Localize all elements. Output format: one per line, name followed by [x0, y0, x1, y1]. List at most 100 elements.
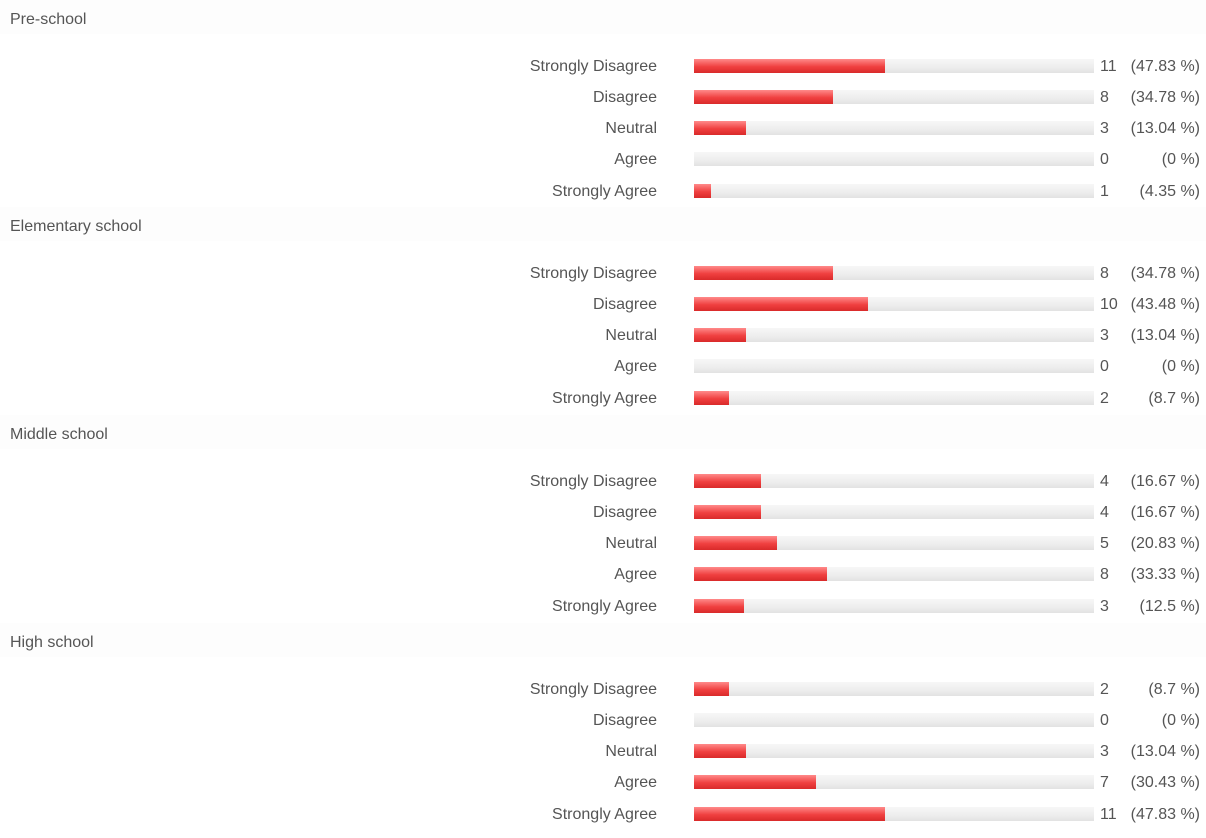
chart-row: Strongly Agree 1 (4.35 %) [0, 181, 1206, 203]
bar [694, 505, 761, 519]
category-label: Neutral [605, 120, 657, 137]
bar-track [694, 297, 1094, 311]
bar [694, 775, 816, 789]
bar-track [694, 744, 1094, 758]
count-label: 3 [1100, 743, 1109, 760]
category-label: Neutral [605, 743, 657, 760]
bar [694, 184, 712, 198]
count-label: 4 [1100, 473, 1109, 490]
category-label: Neutral [605, 327, 657, 344]
chart-row: Agree 0 (0 %) [0, 356, 1206, 378]
percent-label: (33.33 %) [1130, 566, 1200, 583]
bar-track [694, 59, 1094, 73]
count-label: 2 [1100, 681, 1109, 698]
percent-label: (47.83 %) [1130, 806, 1200, 823]
count-label: 3 [1100, 120, 1109, 137]
category-label: Strongly Agree [552, 183, 657, 200]
percent-label: (13.04 %) [1130, 327, 1200, 344]
percent-label: (20.83 %) [1130, 535, 1200, 552]
chart-row: Strongly Agree 3 (12.5 %) [0, 596, 1206, 618]
bar [694, 536, 778, 550]
count-label: 0 [1100, 151, 1109, 168]
group-title: High school [0, 623, 1206, 657]
count-label: 11 [1100, 806, 1117, 823]
chart-row: Strongly Agree 11 (47.83 %) [0, 804, 1206, 826]
chart-row: Agree 7 (30.43 %) [0, 772, 1206, 794]
chart-row: Disagree 0 (0 %) [0, 710, 1206, 732]
bar-track [694, 599, 1094, 613]
chart-row: Neutral 3 (13.04 %) [0, 741, 1206, 763]
bar [694, 807, 886, 821]
count-label: 4 [1100, 504, 1109, 521]
count-label: 8 [1100, 566, 1109, 583]
bar-track [694, 807, 1094, 821]
bar-track [694, 391, 1094, 405]
bar [694, 474, 761, 488]
chart-row: Neutral 3 (13.04 %) [0, 118, 1206, 140]
count-label: 10 [1100, 296, 1118, 313]
percent-label: (0 %) [1161, 151, 1200, 168]
bar-track [694, 121, 1094, 135]
count-label: 7 [1100, 774, 1109, 791]
bar-track [694, 536, 1094, 550]
bar-track [694, 359, 1094, 373]
chart-row: Agree 8 (33.33 %) [0, 564, 1206, 586]
count-label: 8 [1100, 89, 1109, 106]
bar [694, 121, 747, 135]
percent-label: (12.5 %) [1139, 598, 1200, 615]
percent-label: (13.04 %) [1130, 743, 1200, 760]
percent-label: (0 %) [1161, 358, 1200, 375]
count-label: 3 [1100, 327, 1109, 344]
category-label: Agree [614, 358, 657, 375]
category-label: Agree [614, 566, 657, 583]
count-label: 1 [1100, 183, 1109, 200]
percent-label: (34.78 %) [1130, 265, 1200, 282]
category-label: Agree [614, 151, 657, 168]
count-label: 5 [1100, 535, 1109, 552]
chart-row: Strongly Agree 2 (8.7 %) [0, 388, 1206, 410]
bar [694, 391, 729, 405]
category-label: Disagree [592, 296, 657, 313]
bar-track [694, 152, 1094, 166]
category-label: Disagree [592, 504, 657, 521]
bar-track [694, 474, 1094, 488]
percent-label: (47.83 %) [1130, 58, 1200, 75]
percent-label: (4.35 %) [1139, 183, 1200, 200]
bar [694, 266, 834, 280]
category-label: Strongly Disagree [529, 473, 657, 490]
category-label: Strongly Disagree [529, 681, 657, 698]
chart-row: Disagree 4 (16.67 %) [0, 502, 1206, 524]
bar [694, 567, 828, 581]
percent-label: (0 %) [1161, 712, 1200, 729]
group-title: Middle school [0, 415, 1206, 449]
category-label: Neutral [605, 535, 657, 552]
percent-label: (8.7 %) [1148, 390, 1200, 407]
bar-track [694, 266, 1094, 280]
category-label: Strongly Agree [552, 806, 657, 823]
bar-track [694, 713, 1094, 727]
percent-label: (16.67 %) [1130, 504, 1200, 521]
chart-group: Elementary school Strongly Disagree 8 (34.7… [0, 207, 1206, 414]
count-label: 0 [1100, 358, 1109, 375]
bar-track [694, 682, 1094, 696]
percent-label: (16.67 %) [1130, 473, 1200, 490]
count-label: 11 [1100, 58, 1117, 75]
chart-row: Disagree 8 (34.78 %) [0, 87, 1206, 109]
chart-row: Agree 0 (0 %) [0, 149, 1206, 171]
chart-group: Pre-school Strongly Disagree 11 (47.83 %) Di… [0, 0, 1206, 207]
bar [694, 90, 834, 104]
chart-group: Middle school Strongly Disagree 4 (16.67 %)… [0, 415, 1206, 622]
bar [694, 744, 747, 758]
category-label: Strongly Agree [552, 598, 657, 615]
chart-row: Strongly Disagree 2 (8.7 %) [0, 679, 1206, 701]
percent-label: (34.78 %) [1130, 89, 1200, 106]
category-label: Strongly Agree [552, 390, 657, 407]
count-label: 0 [1100, 712, 1109, 729]
bar [694, 59, 886, 73]
category-label: Agree [614, 774, 657, 791]
percent-label: (43.48 %) [1130, 296, 1200, 313]
bar [694, 328, 747, 342]
chart-row: Strongly Disagree 4 (16.67 %) [0, 471, 1206, 493]
bar-track [694, 184, 1094, 198]
group-title: Pre-school [0, 0, 1206, 34]
